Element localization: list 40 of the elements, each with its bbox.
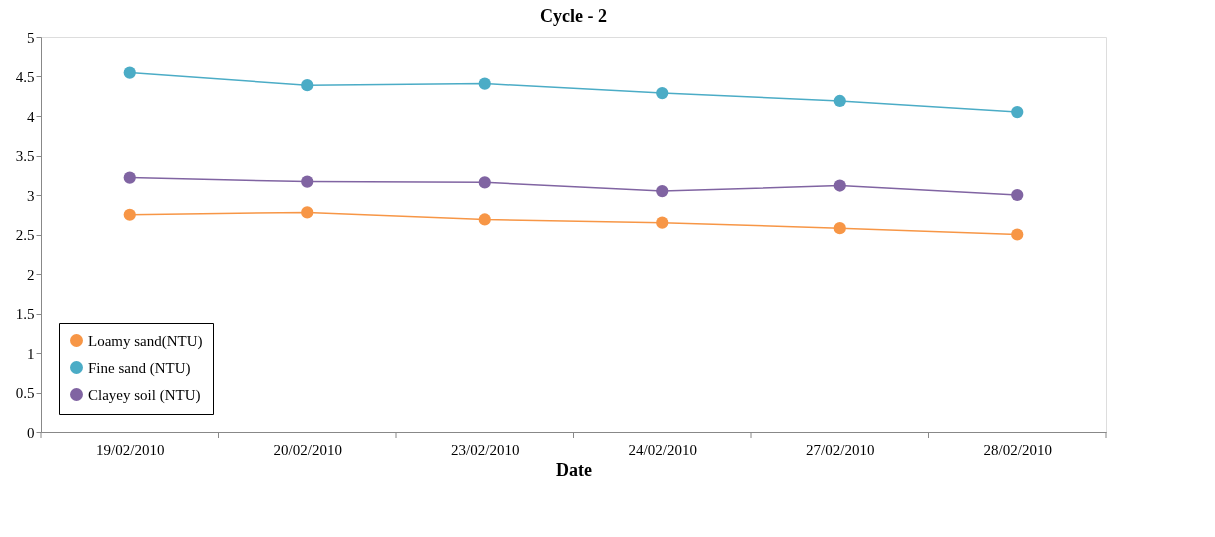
x-tick-label: 19/02/2010 [96, 441, 165, 458]
point [301, 206, 314, 219]
point [478, 176, 491, 189]
point [1011, 105, 1024, 119]
y-tick-label: 1.5 [15, 306, 35, 322]
y-tick-label: 5 [27, 29, 35, 46]
y-tick-label: 4.5 [15, 69, 35, 85]
x-axis-title: Date [556, 459, 592, 480]
y-tick-label: 4 [27, 108, 35, 125]
point [478, 77, 491, 90]
y-tick-label: 1 [27, 345, 35, 362]
legend-label: Clayey soil (NTU) [88, 386, 201, 404]
point [656, 216, 669, 229]
point [833, 94, 846, 108]
legend-label: Fine sand (NTU) [88, 359, 191, 377]
x-tick-label: 28/02/2010 [983, 441, 1052, 458]
point [656, 86, 669, 100]
y-tick-label: 2 [27, 266, 35, 283]
point [656, 184, 669, 198]
y-tick-label: 3 [27, 187, 35, 204]
point [123, 66, 136, 79]
x-tick-label: 20/02/2010 [273, 441, 342, 458]
point [833, 179, 846, 192]
point [301, 175, 314, 188]
y-tick-label: 3.5 [15, 148, 35, 164]
x-tick-label: 23/02/2010 [451, 441, 520, 458]
y-tick-label: 2.5 [15, 227, 35, 243]
point [123, 171, 136, 184]
y-tick-label: 0.5 [15, 385, 35, 401]
point [833, 222, 846, 235]
x-tick-label: 27/02/2010 [806, 441, 875, 458]
point [478, 213, 491, 226]
point [301, 79, 314, 92]
point [1011, 228, 1024, 241]
y-tick-label: 0 [27, 424, 35, 441]
point [123, 208, 136, 221]
legend-label: Loamy sand(NTU) [88, 332, 203, 350]
chart-title: Cycle - 2 [540, 6, 607, 26]
point [1011, 188, 1024, 202]
x-tick-label: 24/02/2010 [628, 441, 697, 458]
